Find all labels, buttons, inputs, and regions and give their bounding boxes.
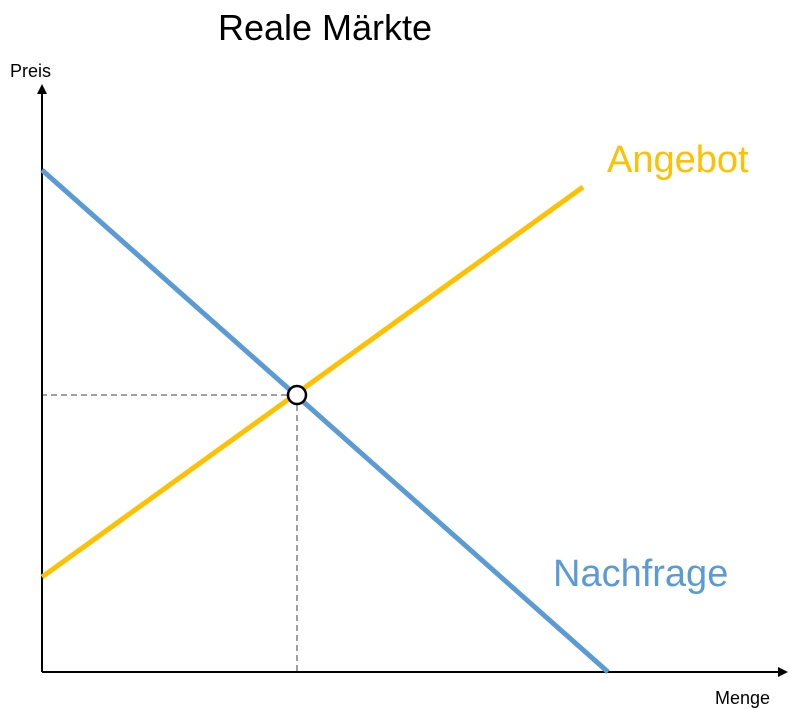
y-axis-label: Preis xyxy=(10,61,51,81)
demand-label: Nachfrage xyxy=(553,553,728,595)
equilibrium-point xyxy=(286,384,308,406)
title: Reale Märkte xyxy=(218,7,432,48)
supply-label: Angebot xyxy=(607,139,749,181)
supply-curve xyxy=(40,184,585,580)
demand-curve xyxy=(40,168,610,674)
x-axis-label: Menge xyxy=(715,688,770,708)
